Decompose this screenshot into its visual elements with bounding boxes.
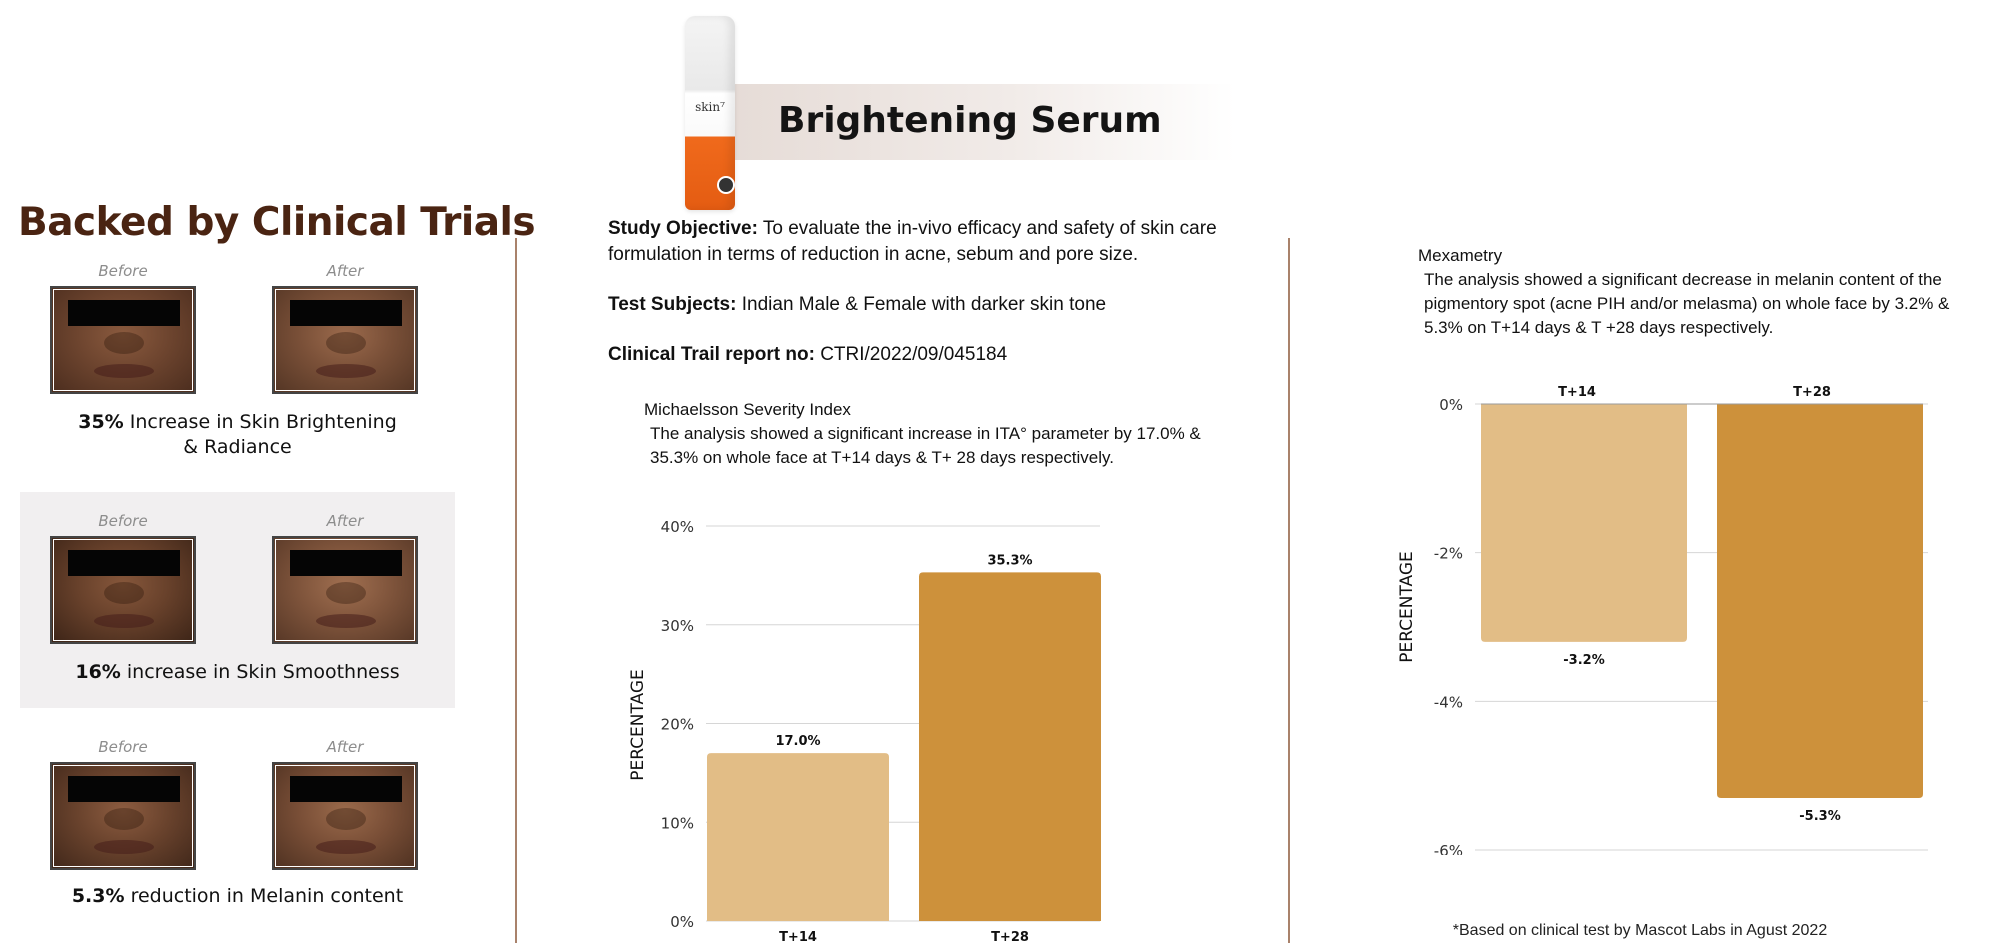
after-caption: After	[326, 262, 364, 280]
chart2-heading: Mexametry	[1418, 246, 1503, 265]
mexametry-melanin-chart: 0% -2% -4% -6% -3.2% T+14 -5.3% T+28 PERCENTAGE	[1397, 385, 1928, 855]
x-tick-label: T+28	[1793, 385, 1831, 400]
chart1-description: The analysis showed a significant increa…	[650, 424, 1201, 467]
data-label: 35.3%	[987, 553, 1032, 568]
chart1-heading: Michaelsson Severity Index	[644, 400, 851, 419]
trial-block-melanin: Before After 5.3% reduction in Melanin c…	[20, 738, 455, 918]
before-caption: Before	[98, 512, 148, 530]
y-tick-label: 0%	[670, 913, 694, 931]
y-tick-label: 10%	[661, 814, 694, 832]
before-caption: Before	[98, 738, 148, 756]
chart2-description: The analysis showed a significant decrea…	[1424, 270, 1950, 337]
bottle-badge-icon	[717, 176, 735, 194]
stat-brightening: 35% Increase in Skin Brightening & Radian…	[78, 411, 397, 458]
data-label: 17.0%	[775, 734, 820, 749]
before-photo	[50, 536, 196, 644]
product-bottle-image: skin⁷	[685, 16, 735, 210]
product-title: Brightening Serum	[778, 100, 1162, 141]
x-tick-label: T+14	[779, 930, 817, 945]
y-tick-label: 0%	[1439, 396, 1463, 414]
y-tick-label: -2%	[1434, 545, 1463, 563]
trial-block-brightening: Before After 35% Increase in Skin Bright…	[20, 262, 455, 458]
x-tick-label: T+14	[1558, 385, 1596, 400]
stat-melanin: 5.3% reduction in Melanin content	[71, 885, 404, 907]
after-caption: After	[326, 512, 364, 530]
column-divider-left	[515, 238, 517, 943]
y-axis-label: PERCENTAGE	[1397, 551, 1417, 663]
footnote: *Based on clinical test by Mascot Labs i…	[1452, 922, 1828, 939]
section-title: Backed by Clinical Trials	[18, 200, 536, 245]
data-label: -5.3%	[1799, 809, 1840, 824]
bar-tplus28	[919, 572, 1101, 921]
trial-block-smoothness: Before After 16% increase in Skin Smooth…	[20, 492, 455, 708]
y-tick-label: -6%	[1434, 842, 1463, 855]
y-tick-label: 40%	[661, 518, 694, 536]
study-objective: Study Objective: To evaluate the in-vivo…	[608, 218, 1217, 265]
test-subjects: Test Subjects: Indian Male & Female with…	[608, 294, 1107, 315]
stat-smoothness: 16% increase in Skin Smoothness	[75, 661, 400, 683]
y-tick-label: 30%	[661, 617, 694, 635]
before-photo	[50, 286, 196, 394]
x-tick-label: T+28	[991, 930, 1029, 945]
before-caption: Before	[98, 262, 148, 280]
before-photo	[50, 762, 196, 870]
data-label: -3.2%	[1563, 653, 1604, 668]
report-number: Clinical Trail report no: CTRI/2022/09/0…	[608, 344, 1008, 365]
bar-tplus14	[1481, 404, 1687, 642]
after-photo	[272, 536, 418, 644]
y-tick-label: 20%	[661, 716, 694, 734]
after-caption: After	[326, 738, 364, 756]
bottle-logo: skin⁷	[695, 100, 725, 114]
column-divider-right	[1288, 238, 1290, 943]
brightening-ita-chart: 0% 10% 20% 30% 40% 17.0% T+14 35.3% T+28 PERCENTA…	[628, 518, 1101, 945]
y-axis-label: PERCENTAGE	[628, 669, 648, 781]
after-photo	[272, 762, 418, 870]
title-banner	[735, 84, 1235, 160]
after-photo	[272, 286, 418, 394]
bar-tplus28	[1717, 404, 1923, 798]
bar-tplus14	[707, 753, 889, 921]
y-tick-label: -4%	[1434, 693, 1463, 711]
